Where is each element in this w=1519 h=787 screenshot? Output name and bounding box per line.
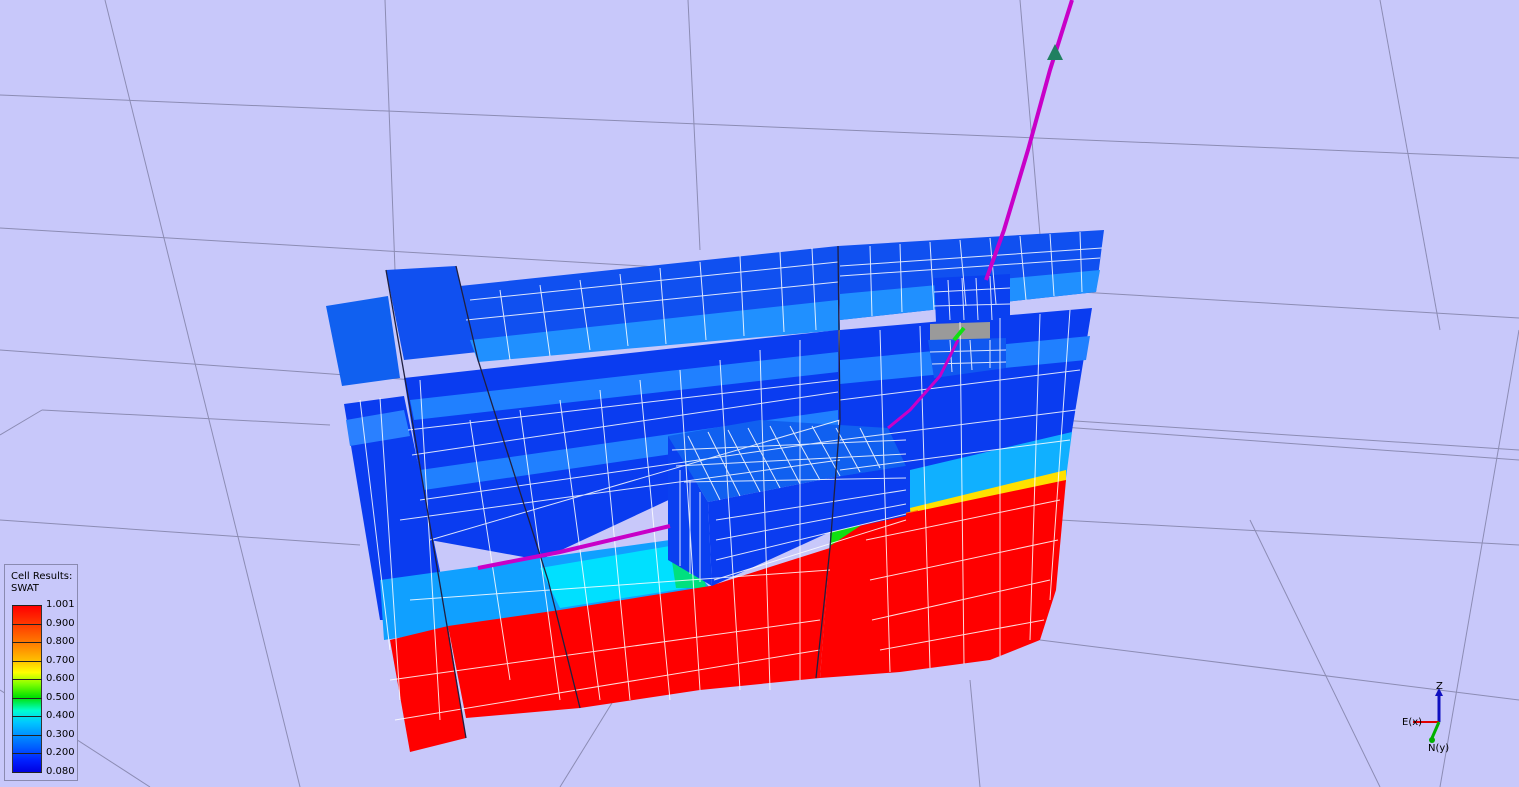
legend-tick-line bbox=[12, 605, 42, 606]
legend-tick-line bbox=[12, 716, 42, 718]
water-zone-right bbox=[820, 480, 1066, 678]
reservoir-grid[interactable] bbox=[326, 230, 1104, 752]
well-segment-green bbox=[952, 326, 966, 342]
axis-x-label: E(x) bbox=[1402, 717, 1422, 728]
legend-tick-label: 0.700 bbox=[46, 654, 75, 666]
well-head-arrow-icon bbox=[1047, 44, 1063, 60]
lgr-box-right bbox=[708, 466, 906, 586]
legend-title: Cell Results: bbox=[11, 571, 73, 582]
legend-tick-line bbox=[12, 679, 42, 681]
legend-tick-line bbox=[12, 697, 42, 699]
legend-tick-label: 1.001 bbox=[46, 599, 75, 610]
legend-tick-label: 0.600 bbox=[46, 673, 75, 685]
legend-property-name: SWAT bbox=[11, 583, 39, 594]
top-band-lower-stripe bbox=[470, 300, 840, 362]
legend-tick-label: 0.080 bbox=[46, 766, 75, 777]
legend-tick-label: 0.500 bbox=[46, 691, 75, 703]
legend-tick-line bbox=[12, 623, 42, 625]
well-path-2 bbox=[477, 524, 671, 570]
top-band-segment-1 bbox=[386, 266, 478, 360]
axis-y-label: N(y) bbox=[1428, 743, 1449, 754]
water-zone-left bbox=[390, 626, 466, 752]
lgr-small-top bbox=[934, 274, 1010, 322]
transition-zone-cyan bbox=[540, 546, 700, 608]
water-zone-middle bbox=[448, 548, 830, 718]
well-path-1-lower bbox=[887, 339, 960, 430]
legend-tick-line bbox=[12, 753, 42, 755]
legend-tick-label: 0.900 bbox=[46, 617, 75, 629]
fault-lines bbox=[385, 245, 841, 739]
middle-band-left bbox=[344, 396, 450, 620]
axis-z-label: Z bbox=[1436, 681, 1443, 692]
well-path-1 bbox=[984, 0, 1074, 281]
legend-tick-label: 0.800 bbox=[46, 636, 75, 648]
axis-orientation-gizmo[interactable]: Z E(x) N(y) bbox=[1402, 681, 1449, 754]
top-band-left bbox=[326, 296, 400, 386]
legend-tick-label: 0.300 bbox=[46, 728, 75, 740]
cell-mesh-lines bbox=[359, 231, 1103, 721]
lgr-small-mid bbox=[928, 338, 1006, 378]
legend-color-bar bbox=[12, 605, 42, 773]
legend-tick-line bbox=[12, 642, 42, 644]
legend-tick-label: 0.400 bbox=[46, 710, 75, 722]
color-legend: Cell Results: SWAT 1.001 0.900 0.800 0.700 0… bbox=[4, 564, 78, 781]
legend-tick-label: 0.200 bbox=[46, 747, 75, 759]
legend-tick-line bbox=[12, 734, 42, 736]
legend-tick-line bbox=[12, 660, 42, 662]
middle-band-segment-a-stripe bbox=[410, 352, 838, 420]
legend-tick-line bbox=[12, 772, 42, 773]
middle-band-segment-b-cyan bbox=[910, 432, 1072, 512]
well-paths bbox=[477, 0, 1074, 570]
